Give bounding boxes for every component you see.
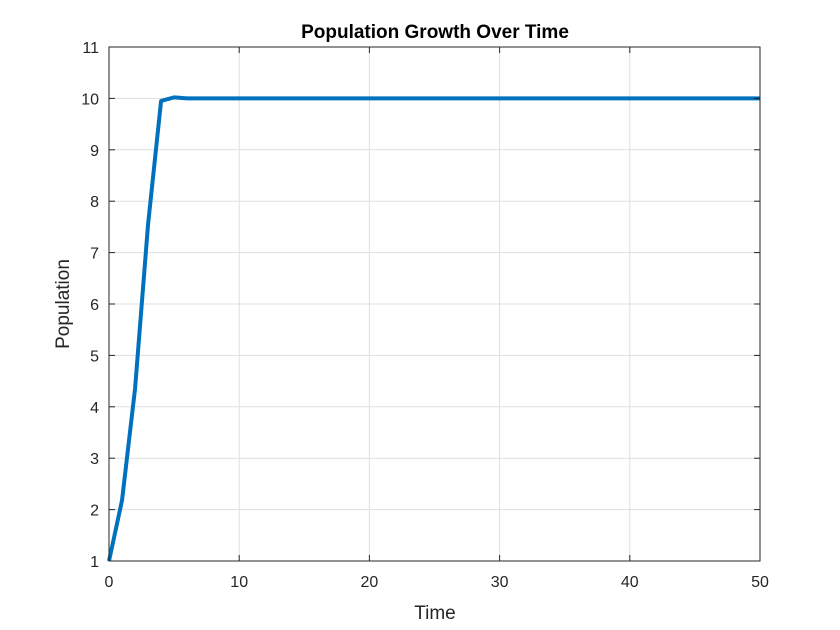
x-tick-label: 30 bbox=[491, 574, 509, 591]
y-tick-label: 4 bbox=[90, 400, 99, 417]
x-tick-labels: 0 10 20 30 40 50 bbox=[105, 574, 769, 591]
x-tick-label: 40 bbox=[621, 574, 639, 591]
y-tick-label: 6 bbox=[90, 297, 99, 314]
x-tick-label: 10 bbox=[230, 574, 248, 591]
y-tick-label: 9 bbox=[90, 143, 99, 160]
x-axis-title: Time bbox=[414, 603, 456, 624]
y-tick-label: 5 bbox=[90, 348, 99, 365]
y-tick-label: 2 bbox=[90, 503, 99, 520]
tick-marks bbox=[108, 46, 761, 562]
series-line bbox=[107, 95, 760, 562]
y-tick-label: 7 bbox=[90, 246, 99, 263]
y-tick-label: 11 bbox=[82, 40, 99, 57]
data-series bbox=[107, 95, 760, 562]
x-tick-label: 20 bbox=[361, 574, 379, 591]
y-tick-label: 10 bbox=[81, 91, 99, 108]
x-tick-label: 50 bbox=[751, 574, 769, 591]
y-tick-label: 3 bbox=[90, 451, 99, 468]
y-tick-label: 1 bbox=[90, 554, 99, 571]
y-tick-label: 8 bbox=[90, 194, 99, 211]
y-tick-labels: 1 2 3 4 5 6 7 8 9 10 11 bbox=[81, 40, 99, 571]
x-tick-label: 0 bbox=[105, 574, 114, 591]
chart-title: Population Growth Over Time bbox=[301, 22, 569, 43]
y-axis-title: Population bbox=[53, 259, 74, 349]
